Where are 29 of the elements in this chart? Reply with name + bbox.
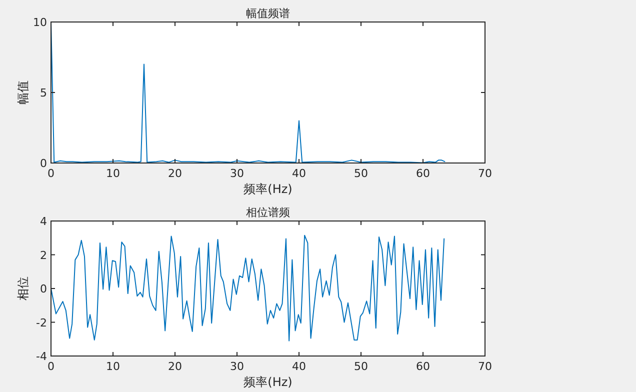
x-tick-label: 20 <box>168 167 182 180</box>
y-axis-title: 幅值 <box>16 80 30 104</box>
y-tick-label: 2 <box>40 248 47 262</box>
y-tick-label: -2 <box>36 316 47 330</box>
y-tick-label: 0 <box>40 157 47 170</box>
x-tick-label: 40 <box>292 360 306 373</box>
x-tick-label: 50 <box>354 167 368 180</box>
y-tick-label: -4 <box>36 350 47 363</box>
x-tick-label: 60 <box>416 360 430 373</box>
y-tick-label: 10 <box>33 16 47 29</box>
y-tick-label: 4 <box>40 215 47 228</box>
line-series <box>50 234 445 342</box>
x-tick-label: 10 <box>106 167 120 180</box>
y-tick-label: 0 <box>40 282 47 296</box>
y-axis-title: 相位 <box>16 276 30 300</box>
x-tick-label: 50 <box>354 360 368 373</box>
x-tick-label: 70 <box>478 167 492 180</box>
x-tick-label: 10 <box>106 360 120 373</box>
chart-title: 幅值频谱 <box>246 7 290 20</box>
x-tick-label: 30 <box>230 167 244 180</box>
x-tick-label: 70 <box>478 360 492 373</box>
x-axis-title: 频率(Hz) <box>244 375 292 389</box>
y-tick-label: 5 <box>40 86 47 100</box>
x-tick-label: 30 <box>230 360 244 373</box>
chart-title: 相位谱频 <box>246 206 290 219</box>
x-tick-label: 60 <box>416 167 430 180</box>
x-tick-label: 40 <box>292 167 306 180</box>
x-tick-label: 20 <box>168 360 182 373</box>
x-axis-title: 频率(Hz) <box>244 182 292 196</box>
